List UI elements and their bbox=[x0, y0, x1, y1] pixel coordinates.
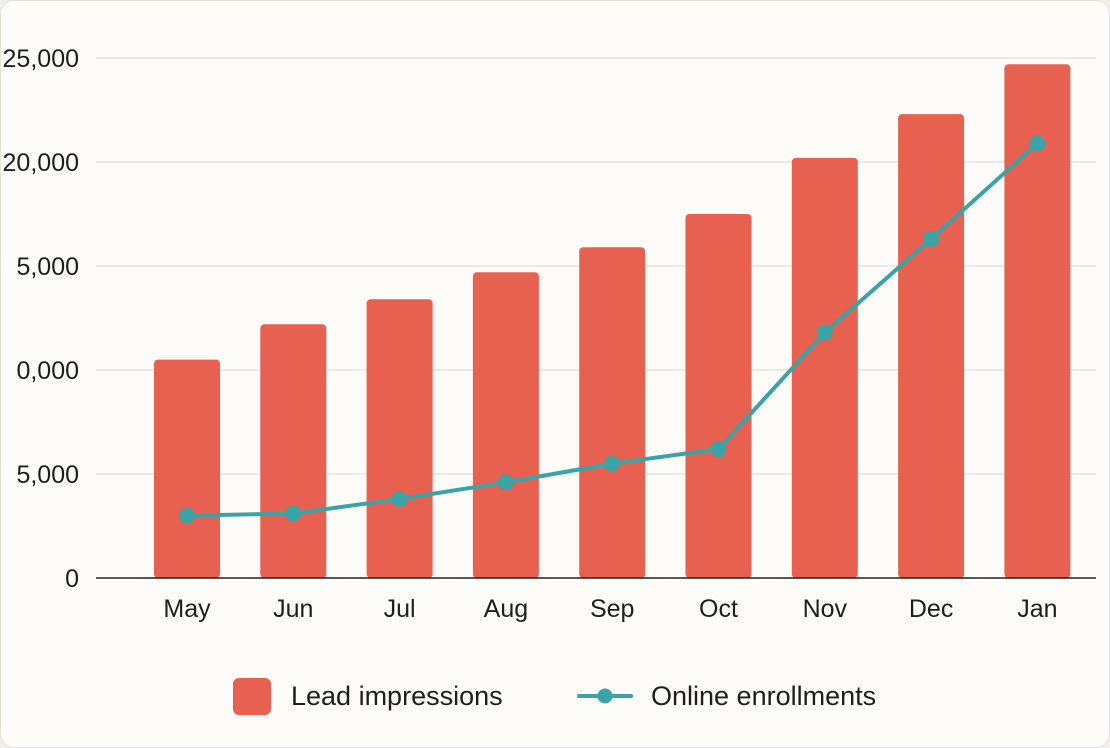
x-tick-label: May bbox=[163, 595, 211, 623]
bar-jan bbox=[1004, 64, 1071, 579]
point-may bbox=[179, 507, 195, 524]
x-tick-label: Dec bbox=[909, 595, 953, 623]
bar-jul bbox=[366, 299, 433, 578]
x-tick-label: Jun bbox=[273, 595, 313, 623]
point-nov bbox=[816, 324, 833, 341]
x-tick-label: Sep bbox=[590, 595, 634, 623]
y-tick-label: 0 bbox=[65, 565, 79, 593]
legend-swatch-lead-impressions bbox=[233, 678, 271, 715]
y-tick-label: 25,000 bbox=[3, 45, 79, 73]
y-tick-label: 5,000 bbox=[16, 253, 79, 281]
point-jan bbox=[1029, 135, 1046, 152]
x-tick-label: Nov bbox=[803, 595, 848, 623]
bar-oct bbox=[685, 214, 752, 578]
legend-label-online-enrollments: Online enrollments bbox=[651, 681, 876, 711]
point-sep bbox=[604, 455, 621, 472]
legend-label-lead-impressions: Lead impressions bbox=[291, 681, 503, 711]
y-tick-label: 20,000 bbox=[3, 149, 79, 177]
x-tick-label: Jan bbox=[1017, 595, 1057, 623]
point-jun bbox=[285, 505, 302, 522]
y-tick-label: 5,000 bbox=[16, 461, 79, 489]
x-tick-label: Jul bbox=[384, 595, 416, 623]
x-axis-ticks: May Jun Jul Aug Sep Oct Nov Dec Jan bbox=[163, 595, 1057, 623]
line-series bbox=[179, 135, 1046, 524]
bar-jun bbox=[260, 324, 327, 578]
bar-nov bbox=[791, 157, 858, 578]
y-tick-label: 0,000 bbox=[16, 357, 79, 385]
bar-series bbox=[154, 64, 1071, 579]
bar-may bbox=[154, 359, 220, 578]
legend: Lead impressions Online enrollments bbox=[233, 678, 876, 715]
bar-dec bbox=[898, 114, 965, 578]
bar-aug bbox=[472, 272, 539, 578]
point-oct bbox=[710, 441, 727, 458]
y-axis-ticks: 0 5,000 0,000 5,000 20,000 25,000 bbox=[3, 45, 79, 593]
point-dec bbox=[923, 230, 940, 247]
bar-sep bbox=[579, 247, 646, 578]
legend-marker-online-enrollments bbox=[597, 688, 613, 704]
x-tick-label: Oct bbox=[699, 595, 738, 623]
x-tick-label: Aug bbox=[484, 595, 528, 623]
point-jul bbox=[391, 490, 408, 507]
point-aug bbox=[497, 474, 514, 491]
